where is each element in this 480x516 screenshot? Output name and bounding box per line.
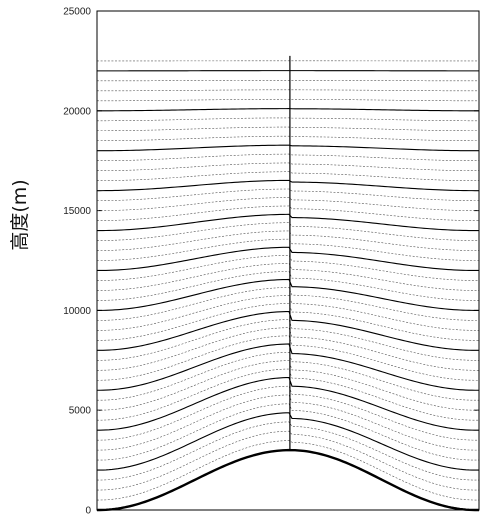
y-tick-label: 0: [85, 506, 91, 516]
level-line-dashed: [97, 153, 479, 161]
level-line-dashed: [97, 327, 479, 371]
level-line-dashed: [97, 421, 479, 481]
level-line-dashed: [97, 171, 479, 181]
level-line-dashed: [97, 238, 479, 261]
level-line-dashed: [97, 394, 479, 451]
y-tick-labels: 0 5000 10000 15000 20000 25000: [63, 7, 91, 516]
y-tick-label: 25000: [63, 7, 91, 18]
level-line-dashed: [97, 230, 479, 251]
level-line-dashed: [97, 303, 479, 341]
level-line-dashed: [97, 368, 479, 421]
level-line-dashed: [97, 360, 479, 411]
level-line-solid: [97, 179, 479, 192]
level-line-dashed: [97, 403, 479, 461]
level-line-dashed: [97, 440, 479, 501]
level-line-dashed: [97, 430, 479, 491]
level-line-dashed: [97, 385, 479, 441]
level-line-dashed: [97, 79, 479, 82]
level-line-solid: [97, 213, 479, 232]
y-ticks: [97, 10, 479, 511]
level-line-dashed: [97, 98, 479, 102]
level-line-dashed: [97, 197, 479, 211]
level-line-dashed: [97, 162, 479, 171]
level-line-dashed: [97, 188, 479, 201]
level-line-solid: [97, 278, 479, 311]
level-line-solid: [97, 108, 479, 112]
level-line-solid: [97, 343, 479, 391]
terrain-profile: [97, 448, 479, 512]
level-line-dashed: [97, 222, 479, 241]
level-line-dashed: [97, 335, 479, 381]
y-tick-label: 20000: [63, 106, 91, 117]
level-line-dashed: [97, 255, 479, 281]
level-line-dashed: [97, 295, 479, 331]
level-line-dashed: [97, 89, 479, 92]
level-line-solid: [97, 310, 479, 351]
level-line-dashed: [97, 271, 479, 301]
level-line-dashed: [97, 126, 479, 132]
level-line-solid: [97, 246, 479, 272]
terrain-following-lines: [97, 61, 479, 511]
level-line-dashed: [97, 319, 479, 361]
level-line-dashed: [97, 287, 479, 321]
y-axis-label: 高度(m): [9, 179, 31, 250]
y-tick-label: 10000: [63, 306, 91, 317]
plot-frame: [96, 10, 480, 511]
level-line-solid: [97, 144, 479, 152]
level-line-dashed: [97, 117, 479, 122]
level-line-solid: [97, 376, 479, 431]
y-tick-label: 5000: [69, 406, 92, 417]
level-line-dashed: [97, 351, 479, 401]
level-line-dashed: [97, 135, 479, 142]
y-tick-label: 15000: [63, 206, 91, 217]
level-line-dashed: [97, 205, 479, 221]
level-line-solid: [97, 412, 479, 471]
